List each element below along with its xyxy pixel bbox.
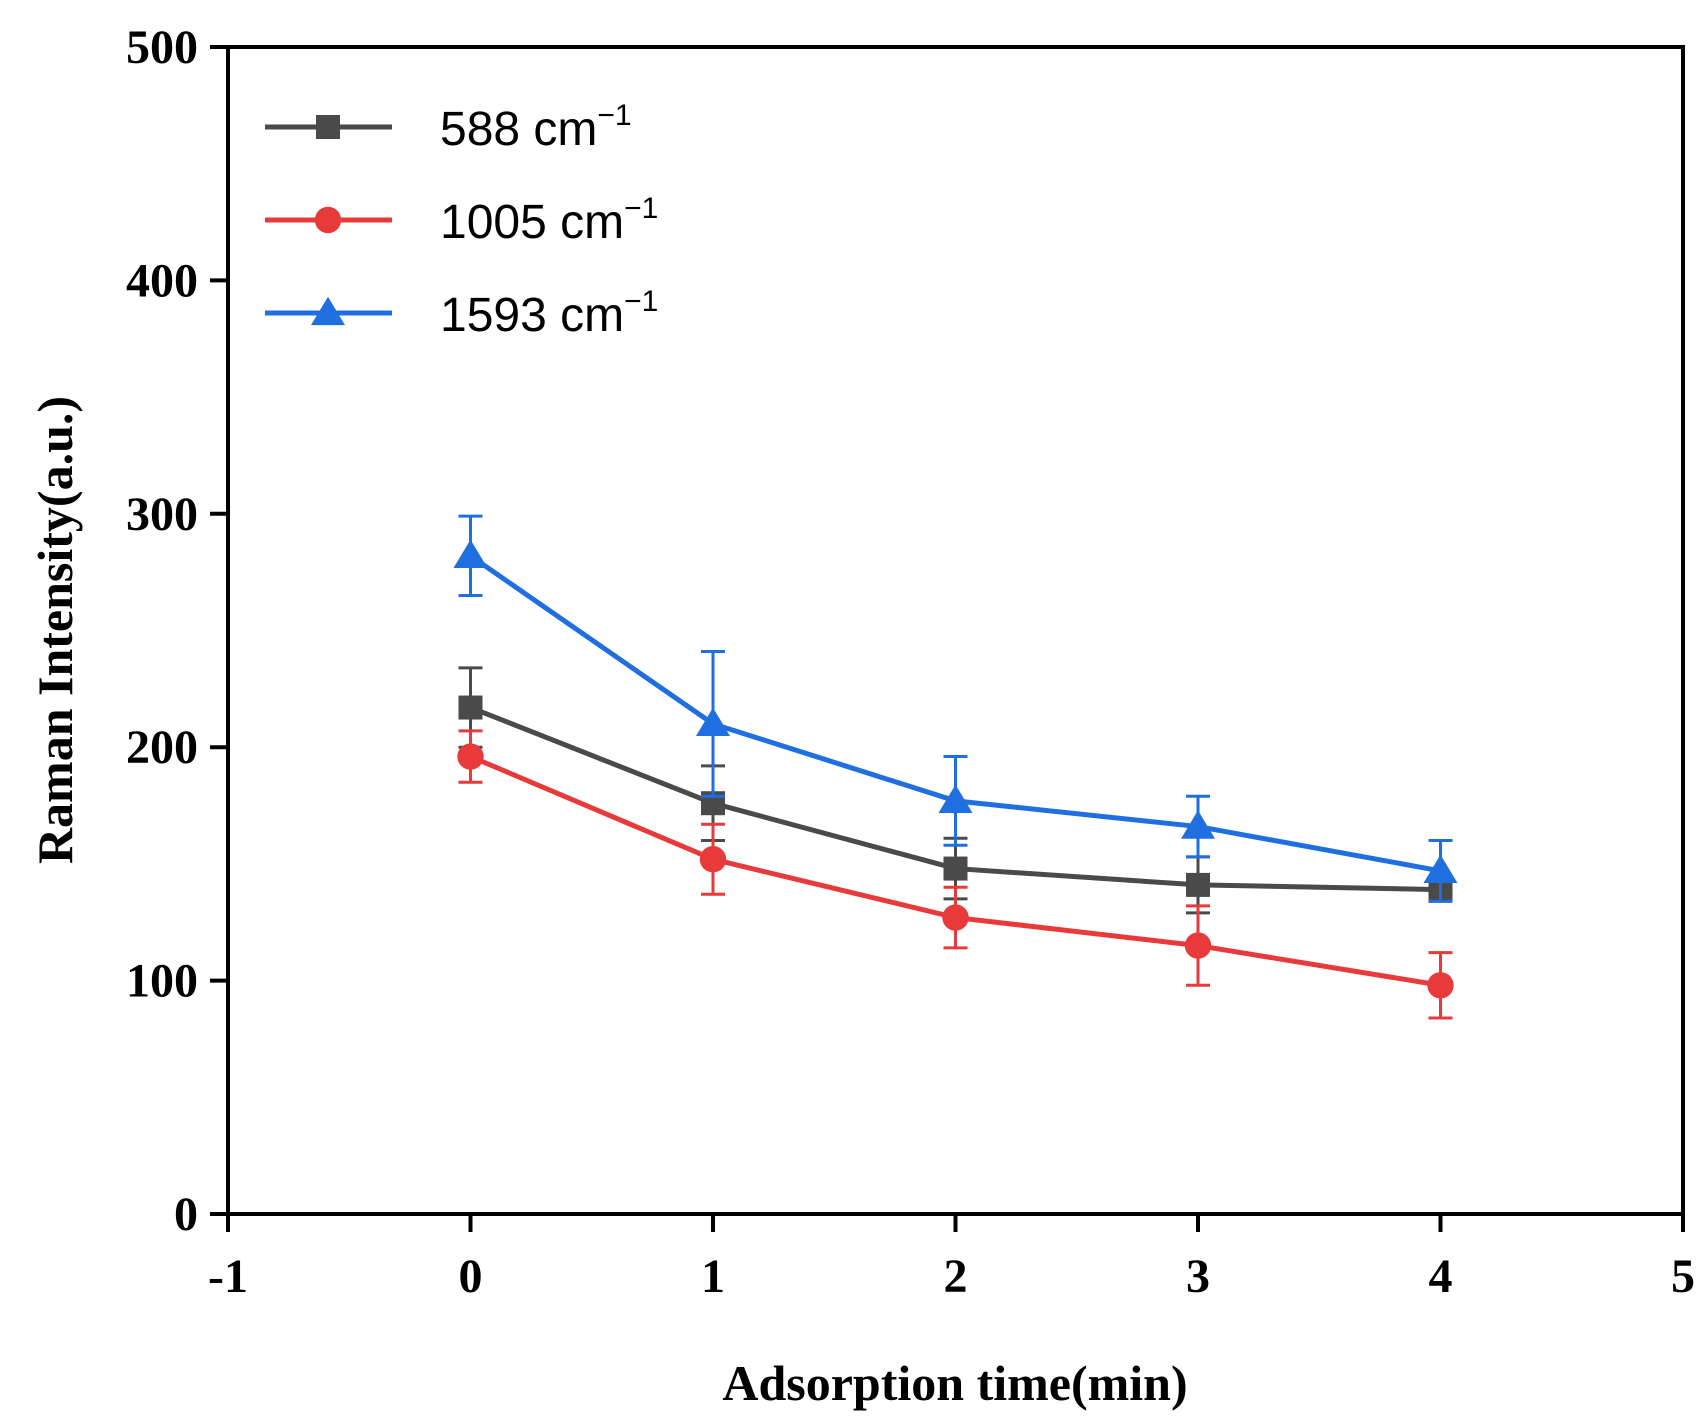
- data-point: [943, 856, 968, 881]
- y-tick-label: 300: [126, 488, 198, 541]
- y-tick-label: 200: [126, 721, 198, 774]
- data-point: [942, 904, 969, 931]
- legend-marker: [316, 115, 340, 139]
- data-point: [699, 846, 727, 873]
- series-circle: [457, 729, 1454, 1020]
- series-triangle: [453, 514, 1458, 903]
- y-axis-title: Raman Intensity(a.u.): [27, 396, 83, 864]
- data-point: [1180, 810, 1216, 839]
- data-point: [1427, 972, 1454, 999]
- legend-item: 588 cm−1: [265, 99, 632, 156]
- y-tick-label: 100: [126, 955, 198, 1008]
- legend-label: 588 cm−1: [440, 99, 632, 156]
- x-tick-label: -1: [208, 1250, 248, 1303]
- legend-label: 1005 cm−1: [440, 192, 658, 249]
- y-tick-label: 500: [126, 21, 198, 74]
- y-tick-label: 0: [174, 1188, 198, 1241]
- data-point: [1184, 932, 1212, 959]
- x-tick-label: 1: [701, 1250, 725, 1303]
- x-tick-label: 2: [944, 1250, 968, 1303]
- legend-label: 1593 cm−1: [440, 285, 658, 342]
- data-point: [1423, 854, 1458, 884]
- data-point: [458, 695, 483, 720]
- data-point: [457, 743, 484, 770]
- x-axis-title: Adsorption time(min): [722, 1355, 1187, 1411]
- series-layer: [453, 514, 1458, 1020]
- legend-item: 1005 cm−1: [265, 192, 658, 249]
- x-tick-label: 5: [1671, 1250, 1695, 1303]
- data-point: [1186, 872, 1210, 897]
- x-tick-label: 4: [1429, 1250, 1453, 1303]
- data-point: [695, 707, 731, 737]
- x-tick-label: 3: [1186, 1250, 1210, 1303]
- data-point: [938, 784, 973, 814]
- y-tick-label: 400: [126, 254, 198, 307]
- data-point: [453, 539, 488, 568]
- legend-marker: [310, 296, 346, 326]
- y-axis: 0 100 200 300 400 500: [126, 21, 228, 1241]
- x-axis: -1 0 1 2 3 4 5: [208, 1214, 1695, 1303]
- legend: 588 cm−1 1005 cm−1 1593 cm−1: [265, 99, 658, 342]
- legend-item: 1593 cm−1: [265, 285, 658, 342]
- legend-marker: [314, 206, 342, 234]
- x-tick-label: 0: [459, 1250, 483, 1303]
